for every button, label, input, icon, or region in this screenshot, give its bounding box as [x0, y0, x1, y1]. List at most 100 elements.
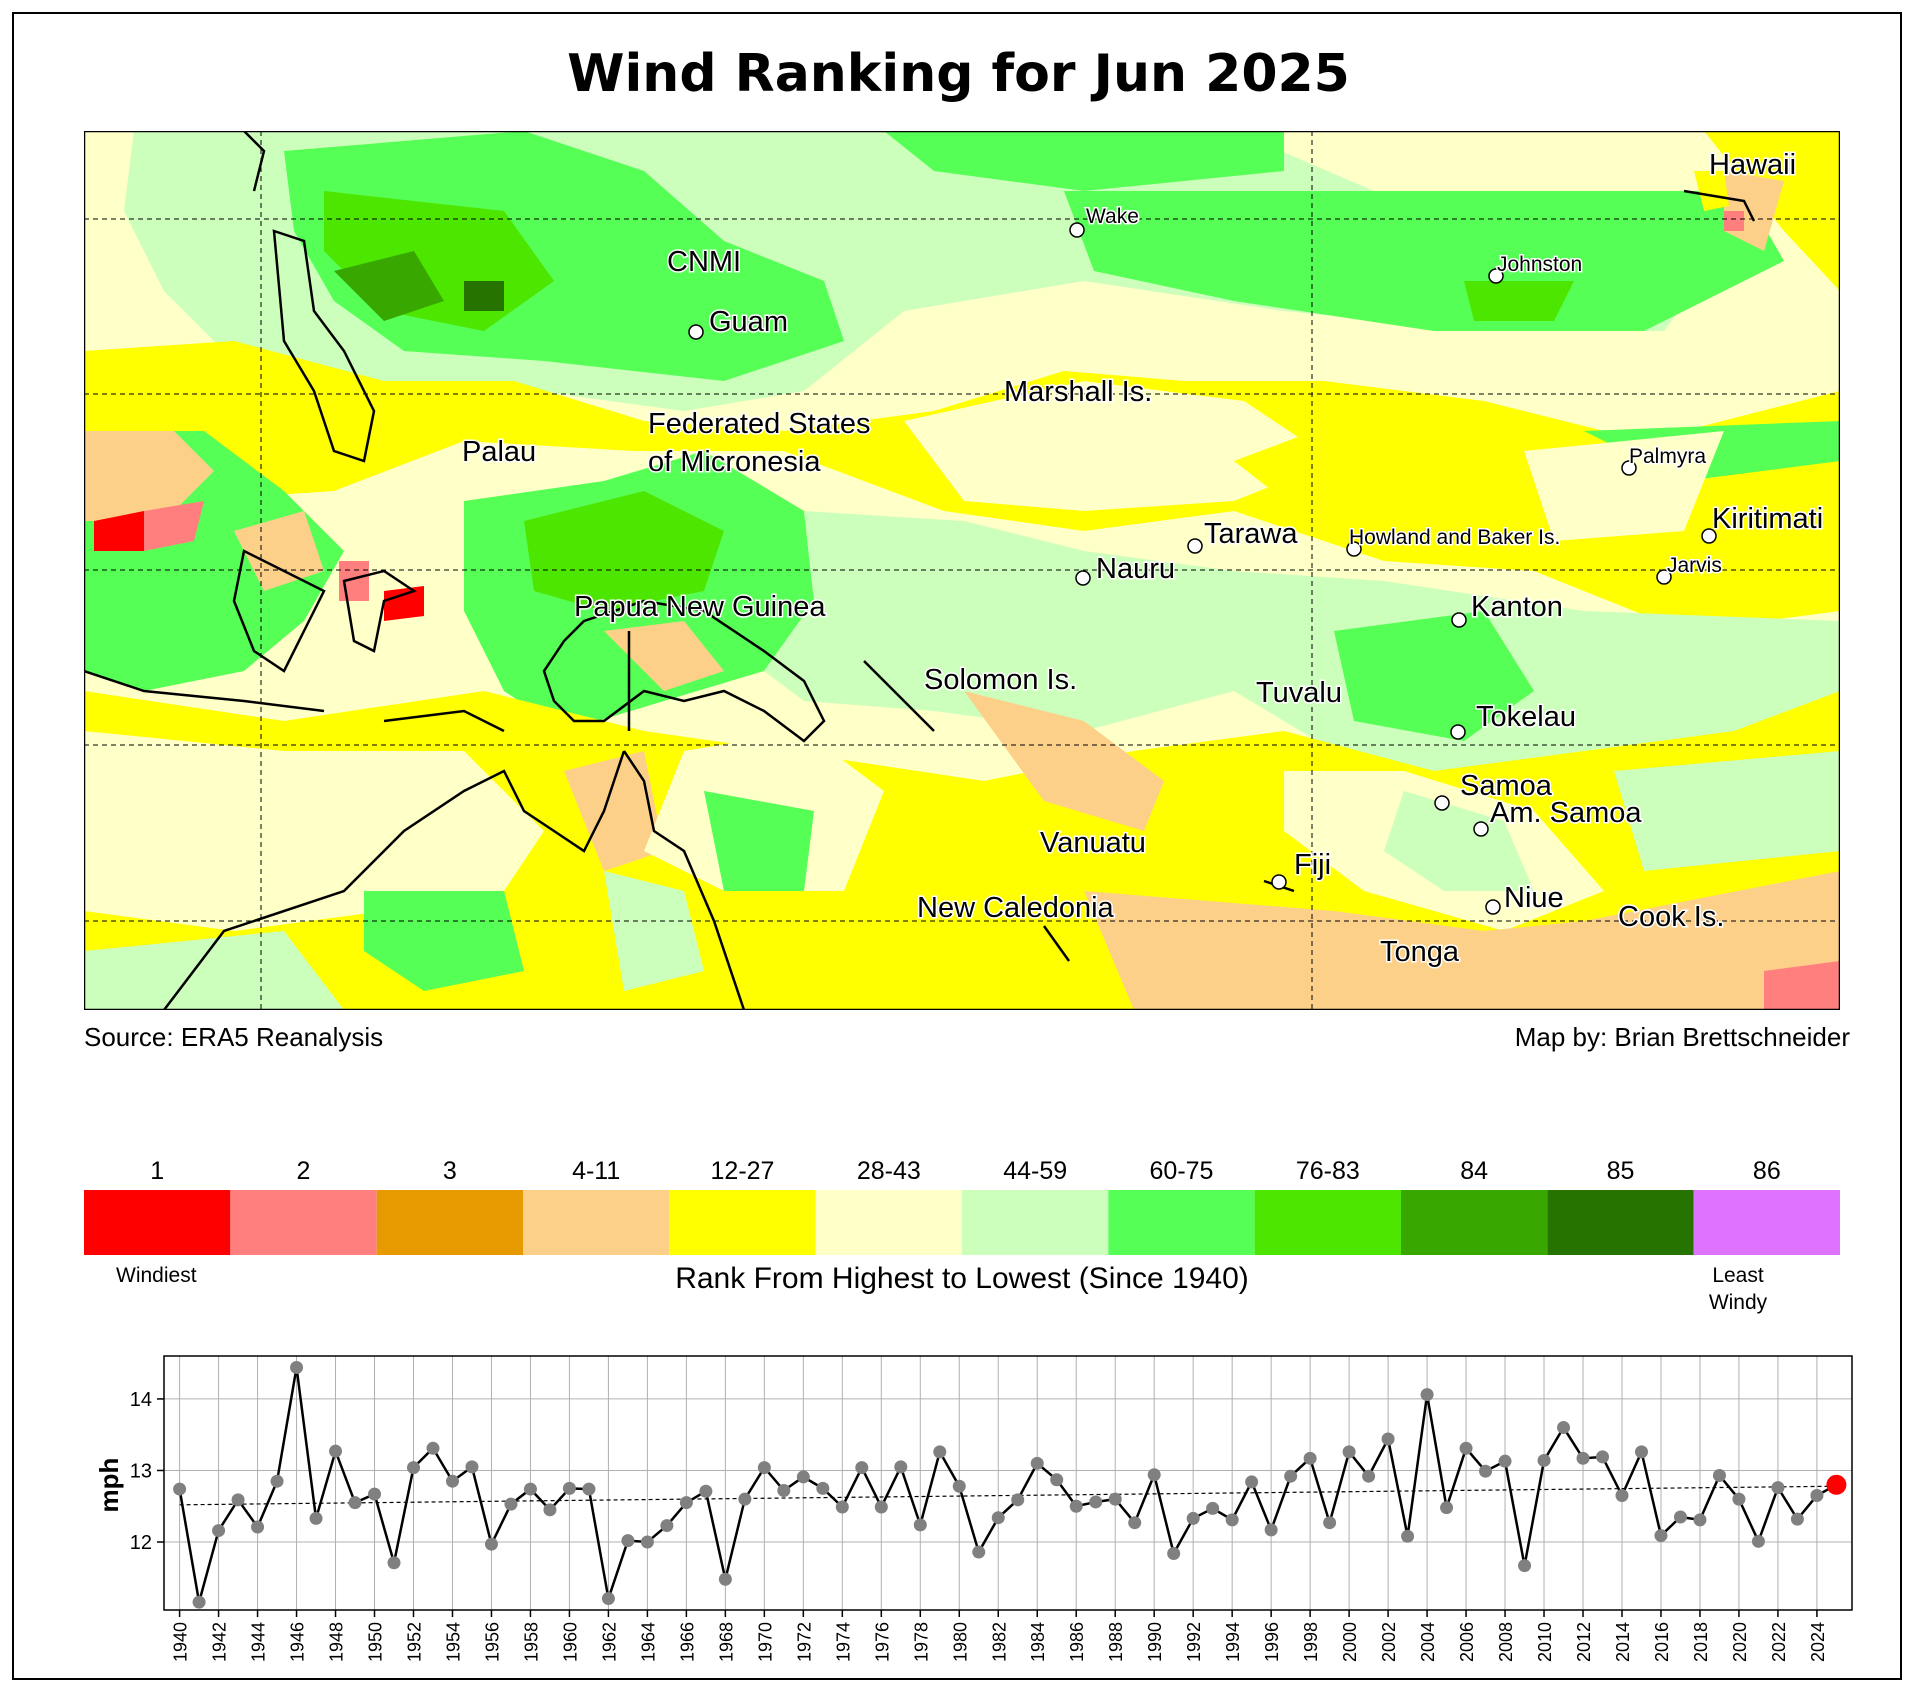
- place-marker: [1187, 538, 1203, 554]
- x-tick-label: 1964: [638, 1622, 658, 1662]
- place-label: of Micronesia: [648, 446, 821, 478]
- data-point: [1751, 1534, 1765, 1548]
- data-point: [1089, 1495, 1103, 1509]
- data-point: [1206, 1501, 1220, 1515]
- colorbar-swatch: [84, 1190, 231, 1255]
- field-4-11: [84, 431, 214, 521]
- place-label: Kanton: [1471, 591, 1563, 623]
- colorbar: 1 2 3 4-11 12-27 28-43 44-59 60-75 76-83 84 85 86 W…: [84, 1157, 1840, 1314]
- data-point: [1128, 1516, 1142, 1530]
- field-84: [334, 251, 444, 321]
- data-point: [562, 1481, 576, 1495]
- colorbar-bin-label: 76-83: [1296, 1157, 1360, 1185]
- x-tick-label: 1944: [249, 1622, 269, 1662]
- map-border: [84, 131, 1840, 1010]
- data-point: [212, 1524, 226, 1538]
- data-point: [368, 1487, 382, 1501]
- place-marker: [1488, 268, 1504, 284]
- x-tick-label: 2000: [1340, 1622, 1360, 1662]
- field-2: [1764, 961, 1840, 1010]
- place-marker: [1701, 528, 1717, 544]
- field-4-11: [234, 511, 324, 591]
- colorbar-swatch: [230, 1190, 377, 1255]
- data-point: [309, 1511, 323, 1525]
- data-point: [329, 1444, 343, 1458]
- x-tick-label: 2006: [1457, 1622, 1477, 1662]
- data-point: [991, 1511, 1005, 1525]
- y-tick-label: 12: [130, 1532, 152, 1554]
- data-point: [465, 1460, 479, 1474]
- field-44-59: [1614, 751, 1840, 871]
- data-point: [699, 1484, 713, 1498]
- data-point: [718, 1572, 732, 1586]
- data-point: [1615, 1489, 1629, 1503]
- field-4-11: [964, 691, 1164, 831]
- x-tick-label: 1972: [794, 1622, 814, 1662]
- place-marker: [1656, 569, 1672, 585]
- data-point: [1186, 1511, 1200, 1525]
- x-tick-label: 1980: [950, 1622, 970, 1662]
- data-point: [1576, 1451, 1590, 1465]
- graticule: [84, 131, 1840, 1010]
- data-point: [1459, 1441, 1473, 1455]
- coast-java: [84, 669, 325, 713]
- data-point: [1245, 1475, 1259, 1489]
- data-point: [1401, 1529, 1415, 1543]
- x-tick-label: 1976: [872, 1622, 892, 1662]
- data-point: [1147, 1468, 1161, 1482]
- data-point: [894, 1460, 908, 1474]
- field-60-75: [364, 891, 524, 991]
- colorbar-bin-label: 60-75: [1150, 1157, 1214, 1185]
- coast-new-caledonia: [1042, 925, 1071, 962]
- place-marker: [1451, 612, 1467, 628]
- data-point: [582, 1482, 596, 1496]
- place-marker: [1473, 821, 1489, 837]
- place-marker: [1485, 899, 1501, 915]
- field-76-83: [524, 491, 724, 611]
- colorbar-right-label-1: Least: [1712, 1264, 1764, 1287]
- map-labels: Hawaii Wake Johnston CNMI Guam Marshall Is. Pa…: [461, 148, 1825, 970]
- figure-frame: [12, 12, 1902, 1680]
- field-4-11: [1084, 871, 1840, 1010]
- data-point: [1654, 1529, 1668, 1543]
- x-tick-label: 2018: [1691, 1622, 1711, 1662]
- field-85: [464, 281, 504, 311]
- data-point: [1693, 1513, 1707, 1527]
- x-tick-label: 1978: [911, 1622, 931, 1662]
- colorbar-swatch: [376, 1190, 523, 1255]
- data-point: [1810, 1489, 1824, 1503]
- place-label: Jarvis: [1667, 554, 1722, 577]
- x-tick-label: 1990: [1145, 1622, 1165, 1662]
- x-tick-label: 1994: [1223, 1622, 1243, 1662]
- data-point: [1673, 1510, 1687, 1524]
- data-point: [874, 1500, 888, 1514]
- x-tick-label: 1968: [716, 1622, 736, 1662]
- x-tick-label: 1954: [443, 1622, 463, 1662]
- field-44-59: [764, 511, 1840, 811]
- data-point: [952, 1479, 966, 1493]
- source-note: Source: ERA5 Reanalysis: [84, 1022, 384, 1052]
- data-point: [251, 1520, 265, 1534]
- colorbar-bins: 1 2 3 4-11 12-27 28-43 44-59 60-75 76-83 84 85 86: [84, 1157, 1840, 1255]
- colorbar-bin-label: 4-11: [572, 1157, 620, 1185]
- trend-line: [179, 1485, 1837, 1506]
- coast-australia-east: [622, 750, 746, 1010]
- field-76-83: [1464, 281, 1574, 321]
- data-point: [1732, 1492, 1746, 1506]
- data-point: [1225, 1513, 1239, 1527]
- coast-philippines: [272, 229, 376, 463]
- chart-title: Wind Ranking for Jun 2025: [567, 44, 1350, 104]
- data-point: [1050, 1473, 1064, 1487]
- data-point: [933, 1445, 947, 1459]
- data-point: [1537, 1453, 1551, 1467]
- y-axis-label: mph: [94, 1458, 124, 1513]
- data-point: [1323, 1516, 1337, 1530]
- data-point: [1303, 1451, 1317, 1465]
- data-point: [1264, 1523, 1278, 1537]
- x-tick-label: 1946: [288, 1622, 308, 1662]
- coast-new-guinea: [542, 599, 826, 743]
- place-label: Palmyra: [1629, 445, 1706, 468]
- data-point: [913, 1518, 927, 1532]
- data-point: [1342, 1445, 1356, 1459]
- place-label: Am. Samoa: [1490, 797, 1642, 829]
